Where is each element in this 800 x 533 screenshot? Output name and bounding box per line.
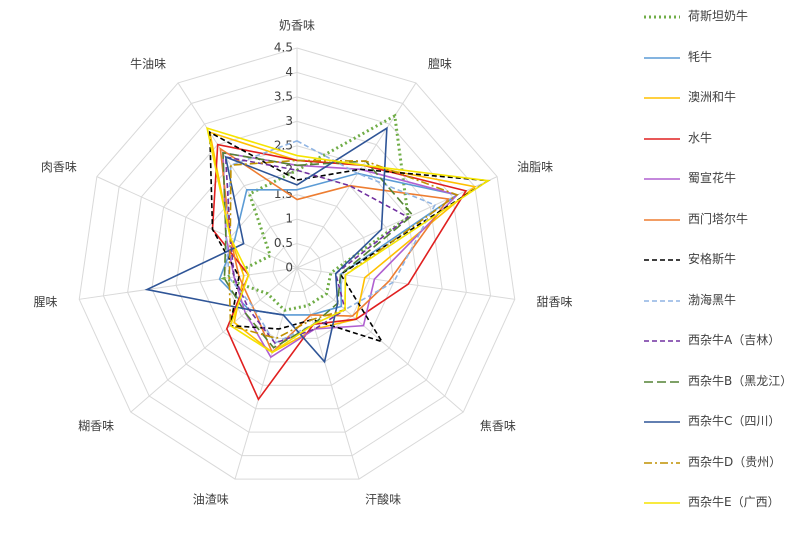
legend-swatch <box>644 259 680 261</box>
tick-label: 2.5 <box>274 138 293 152</box>
axis-label: 油脂味 <box>517 159 553 174</box>
legend-label: 渤海黑牛 <box>688 292 737 307</box>
legend-item: 牦牛 <box>642 47 800 87</box>
axis-label: 焦香味 <box>480 419 516 433</box>
legend-label: 牦牛 <box>688 49 713 64</box>
axis-spoke <box>96 176 298 269</box>
legend-item: 安格斯牛 <box>642 249 800 289</box>
legend-item: 西门塔尔牛 <box>642 209 800 249</box>
legend-label: 西杂牛D（贵州） <box>688 454 782 469</box>
axis-label: 甜香味 <box>537 295 573 309</box>
legend-swatch <box>644 380 680 383</box>
axis-spoke <box>234 267 298 480</box>
legend-swatch <box>644 178 680 180</box>
legend-swatch <box>644 421 680 423</box>
radar-line <box>222 151 414 349</box>
legend-item: 西杂牛A（吉林） <box>642 330 800 370</box>
legend-label: 西杂牛C（四川） <box>688 414 781 428</box>
axis-spoke <box>130 267 298 413</box>
legend-swatch <box>644 340 680 342</box>
legend-label: 蜀宣花牛 <box>688 171 737 185</box>
legend-item: 西杂牛B（黑龙江） <box>642 371 800 411</box>
legend-item: 西杂牛E（广西） <box>642 492 800 532</box>
tick-label: 1.5 <box>274 187 293 201</box>
axis-spoke <box>177 82 298 269</box>
grid-ring <box>199 169 395 363</box>
legend-label: 西杂牛B（黑龙江） <box>688 373 793 388</box>
axis-label: 腥味 <box>33 295 57 309</box>
legend-label: 荷斯坦奶牛 <box>688 9 749 23</box>
axis-label: 糊香味 <box>78 418 114 433</box>
tick-label: 4.5 <box>274 41 293 55</box>
grid-ring <box>175 145 419 386</box>
legend-label: 西门塔尔牛 <box>688 211 749 226</box>
legend-swatch <box>644 299 680 302</box>
tick-label: 3 <box>285 114 293 128</box>
radar-line <box>228 159 459 340</box>
legend-item: 渤海黑牛 <box>642 290 800 330</box>
legend-swatch <box>644 461 680 464</box>
axis-label: 奶香味 <box>279 19 315 33</box>
radar-line <box>144 126 388 364</box>
legend-item: 西杂牛C（四川） <box>642 411 800 451</box>
legend-swatch <box>644 97 680 99</box>
legend-label: 西杂牛E（广西） <box>688 495 780 509</box>
legend-swatch <box>644 502 680 504</box>
axis-spoke <box>296 82 417 269</box>
legend-label: 澳洲和牛 <box>688 90 737 104</box>
grid-ring <box>78 47 516 480</box>
grid-ring <box>102 71 492 457</box>
legend-item: 蜀宣花牛 <box>642 168 800 208</box>
axis-spoke <box>296 267 515 300</box>
radar-line <box>211 143 468 401</box>
legend-swatch <box>644 137 680 140</box>
legend-item: 澳洲和牛 <box>642 87 800 127</box>
legend-swatch <box>644 218 680 221</box>
axis-label: 肉香味 <box>41 160 77 174</box>
legend-label: 西杂牛A（吉林） <box>688 333 781 347</box>
tick-label: 0.5 <box>274 236 293 250</box>
axis-label: 油渣味 <box>193 493 229 507</box>
legend-item: 西杂牛D（贵州） <box>642 452 800 492</box>
axis-spoke <box>296 267 360 480</box>
tick-label: 0 <box>285 261 293 275</box>
grid-ring <box>272 243 322 292</box>
grid-ring <box>151 120 443 410</box>
legend-swatch <box>644 15 680 19</box>
tick-label: 4 <box>285 65 293 79</box>
axis-label: 膻味 <box>428 56 452 71</box>
legend-label: 水牛 <box>688 130 713 145</box>
legend-swatch <box>644 56 680 59</box>
radar-line <box>219 147 450 354</box>
axis-label: 牛油味 <box>130 56 166 71</box>
tick-label: 2 <box>285 163 293 177</box>
axis-spoke <box>296 176 498 269</box>
radar-line <box>206 127 491 354</box>
tick-label: 3.5 <box>274 89 293 103</box>
axis-spoke <box>79 267 298 300</box>
legend-item: 水牛 <box>642 128 800 168</box>
legend-item: 荷斯坦奶牛 <box>642 6 800 46</box>
tick-label: 1 <box>285 212 293 226</box>
axis-label: 汗酸味 <box>365 492 401 507</box>
legend-label: 安格斯牛 <box>688 252 737 266</box>
